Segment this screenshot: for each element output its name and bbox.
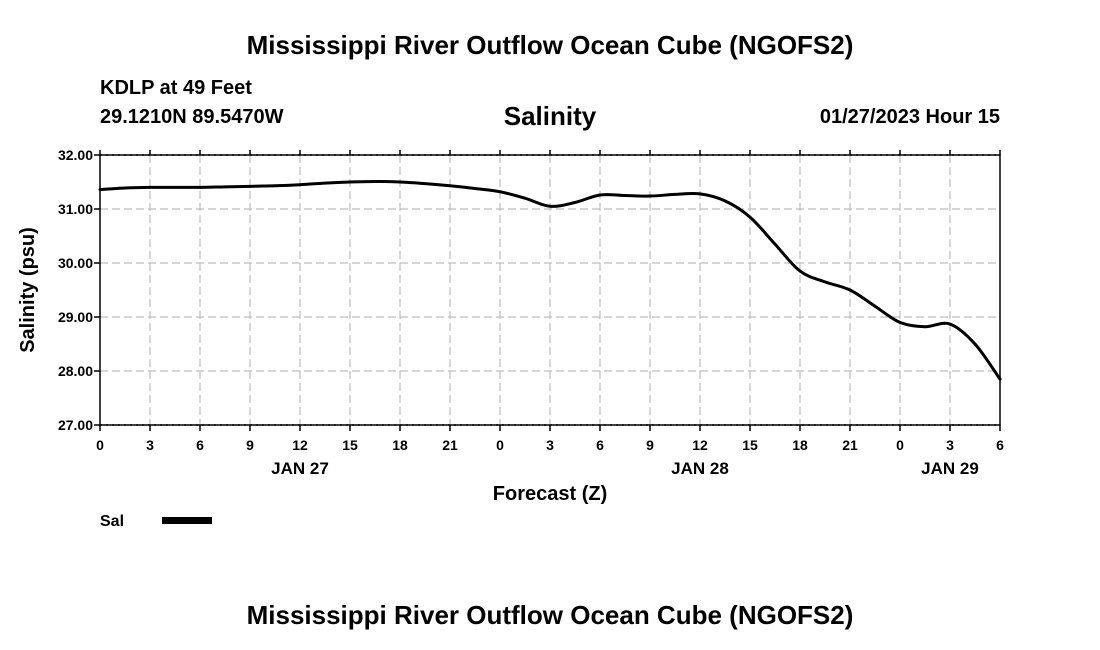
legend: Sal (100, 513, 212, 530)
x-tick-label: 0 (496, 437, 504, 453)
x-tick-label: 21 (442, 437, 458, 453)
x-tick-label: 0 (896, 437, 904, 453)
y-axis-label: Salinity (psu) (17, 227, 39, 353)
y-tick-label: 30.00 (58, 255, 93, 271)
axis-ticks (94, 150, 1001, 431)
x-axis-label: Forecast (Z) (493, 483, 607, 505)
legend-swatch (162, 517, 212, 524)
plot-frame (99, 154, 1001, 426)
x-tick-label: 3 (546, 437, 554, 453)
date-label: JAN 27 (271, 459, 329, 478)
page-title: Mississippi River Outflow Ocean Cube (NG… (246, 30, 854, 60)
y-tick-label: 32.00 (58, 147, 93, 163)
x-tick-label: 6 (596, 437, 604, 453)
x-tick-label: 3 (146, 437, 154, 453)
x-tick-label: 9 (646, 437, 654, 453)
x-tick-label: 0 (96, 437, 104, 453)
y-tick-labels: 32.00 31.00 30.00 29.00 28.00 27.00 (58, 147, 93, 433)
y-tick-label: 31.00 (58, 201, 93, 217)
station-coordinates: 29.1210N 89.5470W (100, 106, 284, 128)
date-labels: JAN 27 JAN 28 JAN 29 (271, 459, 979, 478)
date-label: JAN 28 (671, 459, 729, 478)
date-label: JAN 29 (921, 459, 979, 478)
x-tick-labels: 0 3 6 9 12 15 18 21 0 3 6 9 12 15 18 21 0 3 6 (96, 437, 1004, 453)
x-tick-label: 3 (946, 437, 954, 453)
page-title-repeat: Mississippi River Outflow Ocean Cube (NG… (246, 600, 854, 630)
x-tick-label: 21 (842, 437, 858, 453)
x-tick-label: 6 (996, 437, 1004, 453)
y-tick-label: 27.00 (58, 417, 93, 433)
forecast-timestamp: 01/27/2023 Hour 15 (819, 106, 1000, 128)
x-tick-label: 6 (196, 437, 204, 453)
station-name: KDLP at 49 Feet (100, 77, 252, 99)
y-tick-label: 28.00 (58, 363, 93, 379)
x-tick-label: 12 (292, 437, 308, 453)
x-tick-label: 9 (246, 437, 254, 453)
chart-title: Salinity (503, 101, 597, 131)
x-tick-label: 15 (742, 437, 758, 453)
grid-lines (100, 154, 1000, 426)
salinity-series-line (98, 179, 1002, 381)
y-tick-label: 29.00 (58, 309, 93, 325)
x-tick-label: 15 (342, 437, 358, 453)
x-tick-label: 18 (792, 437, 808, 453)
x-tick-label: 18 (392, 437, 408, 453)
legend-label: Sal (100, 513, 124, 530)
x-tick-label: 12 (692, 437, 708, 453)
